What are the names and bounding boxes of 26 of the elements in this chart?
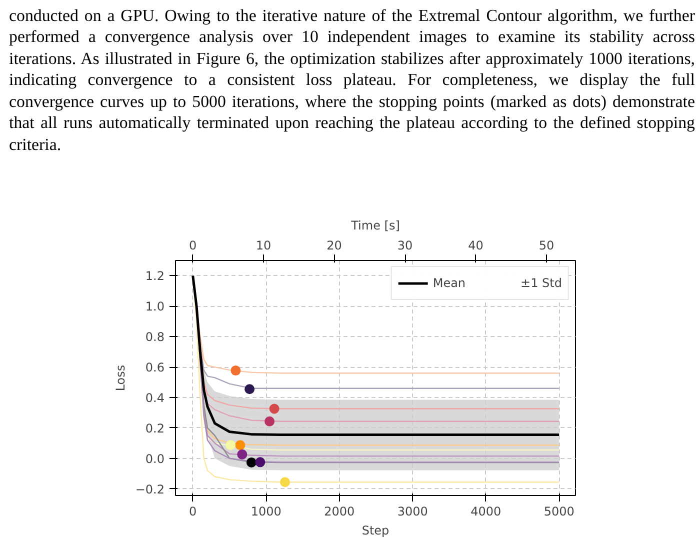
x2-tick-label: 10 [256, 238, 272, 252]
x-tick-label: 4000 [470, 504, 502, 518]
x-tick-label: 1000 [250, 504, 282, 518]
y-tick-label: 0.8 [145, 330, 165, 344]
y-tick-label: 0.4 [145, 390, 165, 405]
x2-axis-title: Time [s] [350, 218, 400, 232]
x-tick-label: 5000 [544, 504, 574, 518]
x2-tick-label: 50 [538, 238, 554, 252]
y-tick-label: 0.0 [145, 452, 165, 466]
x-tick-label: 3000 [397, 504, 428, 518]
y-tick-label: 1.2 [145, 269, 165, 284]
x-tick-label: 0 [189, 504, 197, 518]
y-axis-title: Loss [113, 364, 128, 392]
x2-tick-label: 0 [189, 238, 197, 252]
x2-tick-label: 30 [397, 238, 413, 252]
y-tick-label: −0.2 [135, 482, 164, 496]
y-tick-label: 1.0 [145, 300, 165, 314]
text: conducted on a GPU. Owing to the iterative nature of the Extremal Contour algorithm, we further performed a convergence analysis over 10 independent images to examine its stability across iterations. As illustrated in Figure 6, the optimization stabilizes after approximately 1000 iterations, indicating convergence to a consistent loss plateau. For completeness, we display the full convergence curves up to 5000 iterations, where the stopping points (marked as dots) demonstrate that all runs automatically terminated upon reaching the plateau according to the defined stopping criteria. [9, 5, 695, 156]
x-tick-label: 2000 [324, 504, 355, 518]
y-tick-label: 0.6 [145, 360, 165, 375]
legend-label: Mean [432, 276, 466, 290]
y-tick-label: 0.2 [145, 421, 165, 436]
x-axis-title: Step [362, 524, 390, 538]
x2-tick-label: 20 [326, 238, 342, 252]
annotation: ±1 Std [520, 276, 562, 290]
x2-tick-label: 40 [468, 238, 484, 252]
